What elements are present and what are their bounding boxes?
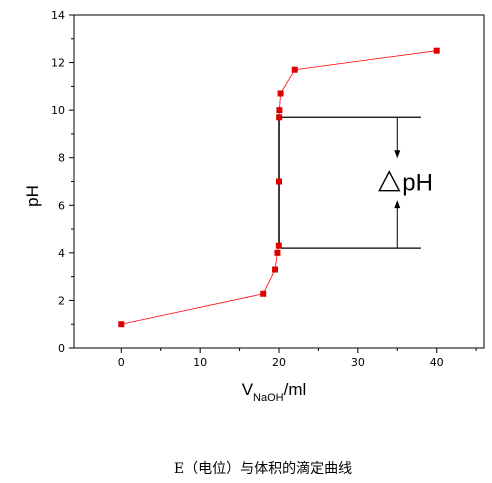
x-axis-title: VNaOH/ml (242, 380, 307, 404)
axis-ticks (69, 14, 477, 353)
figure-caption: E（电位）与体积的滴定曲线 (174, 460, 352, 477)
down-arrow-head (394, 150, 401, 159)
y-tick-label: 2 (58, 294, 65, 307)
delta-ph-annotation: pH (281, 116, 433, 249)
data-point (118, 321, 125, 328)
up-arrow-head (394, 200, 401, 209)
data-point (274, 249, 281, 256)
y-tick-label: 0 (58, 342, 65, 355)
data-point (277, 90, 284, 97)
data-point (276, 107, 283, 114)
data-point (433, 47, 440, 54)
data-point (276, 178, 282, 185)
data-point (272, 266, 279, 273)
data-point (276, 114, 283, 121)
x-tick-label: 0 (118, 356, 125, 369)
y-tick-label: 6 (58, 199, 65, 212)
x-tick-label: 20 (272, 356, 286, 369)
x-tick-label: 10 (193, 356, 207, 369)
y-tick-label: 4 (58, 247, 65, 260)
y-tick-label: 14 (51, 9, 65, 22)
chart-marks (118, 47, 440, 328)
x-tick-label: 30 (351, 356, 365, 369)
y-axis-title: pH (23, 185, 42, 207)
x-axis-title-unit: /ml (284, 380, 307, 399)
delta-ph-label: pH (402, 170, 433, 197)
y-tick-label: 8 (58, 152, 65, 165)
x-axis-title-main: V (242, 380, 254, 399)
y-tick-label: 12 (51, 57, 65, 70)
data-point (260, 290, 267, 297)
x-axis-title-sub: NaOH (253, 392, 284, 404)
tick-labels: 0 10 20 30 40 0 2 4 6 8 10 12 14 (51, 9, 444, 369)
y-tick-label: 10 (51, 104, 65, 117)
data-point (291, 66, 298, 73)
x-tick-label: 40 (430, 356, 444, 369)
delta-triangle-icon (378, 170, 401, 192)
data-point (275, 242, 282, 249)
